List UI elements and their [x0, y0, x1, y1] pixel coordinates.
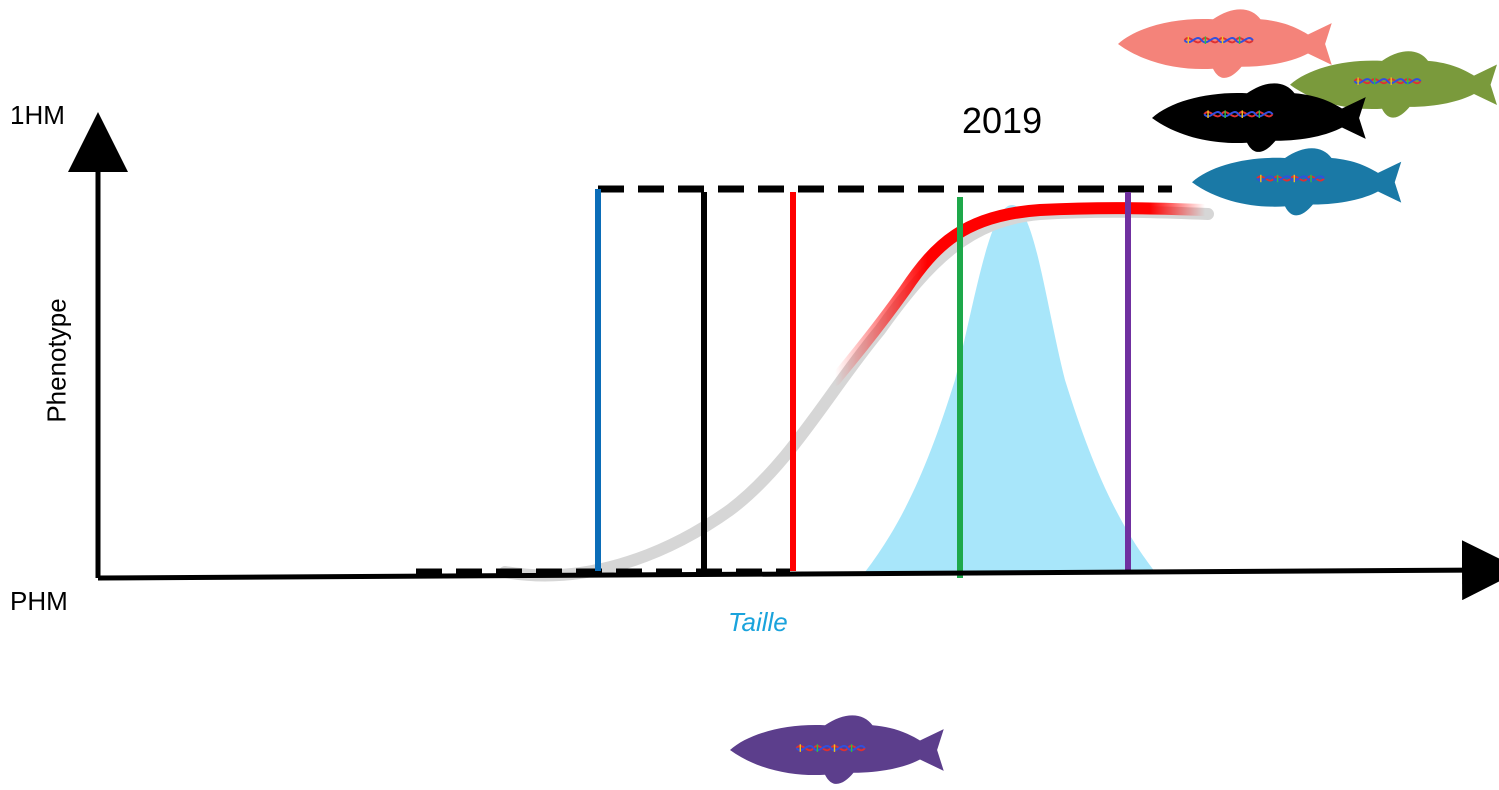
y-axis-label: Phenotype	[41, 298, 72, 423]
x-axis-label: Taille	[728, 607, 788, 637]
fish-blue-icon	[1192, 148, 1402, 216]
y-top-label: 1HM	[10, 100, 65, 130]
x-axis	[97, 540, 1499, 601]
y-bottom-label: PHM	[10, 586, 68, 616]
fish-salmon-icon	[1118, 9, 1332, 78]
size-distribution-bell	[865, 205, 1155, 572]
year-label: 2019	[962, 100, 1043, 141]
fish-purple-icon	[730, 715, 944, 784]
